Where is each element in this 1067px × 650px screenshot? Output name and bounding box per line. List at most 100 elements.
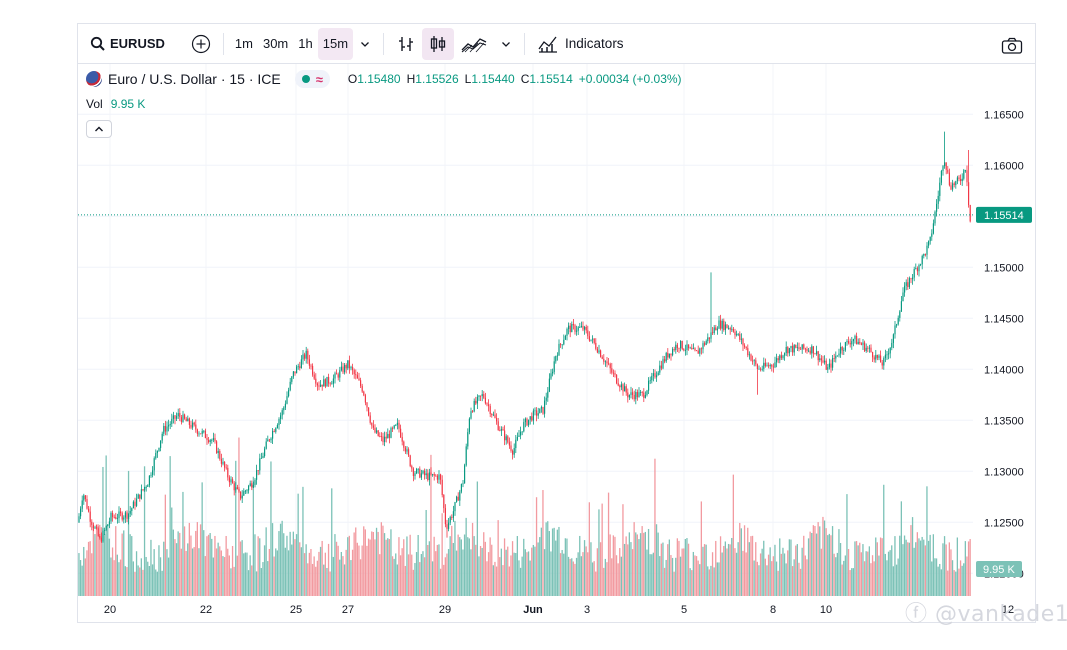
candle-body: [102, 530, 104, 542]
volume-bar: [230, 568, 232, 596]
candle-body: [606, 361, 608, 364]
volume-bar: [209, 533, 211, 596]
volume-bar: [91, 553, 93, 596]
candle-body: [382, 436, 384, 443]
candle-body: [873, 357, 875, 360]
volume-bar: [225, 535, 227, 596]
volume-bar: [247, 570, 250, 596]
volume-bar: [359, 559, 362, 596]
timeframe-1h[interactable]: 1h: [298, 36, 313, 51]
volume-bar: [329, 571, 331, 596]
candle-body: [126, 512, 128, 519]
volume-bar: [393, 558, 395, 596]
candle-body: [352, 366, 354, 371]
volume-bar: [548, 531, 550, 596]
volume-bar: [249, 555, 251, 596]
y-tick-label: 1.16000: [984, 160, 1024, 172]
candle-body: [568, 325, 570, 329]
volume-bar: [660, 543, 662, 596]
volume-bar: [481, 547, 483, 596]
snapshot-button[interactable]: [995, 30, 1029, 62]
volume-bar: [711, 552, 714, 596]
candle-body: [275, 428, 277, 432]
volume-bar: [379, 554, 381, 596]
volume-bar: [415, 552, 418, 596]
candle-body: [544, 400, 546, 414]
candle-body: [659, 365, 661, 373]
candle-body: [548, 378, 550, 392]
area-style-button[interactable]: [454, 28, 494, 60]
volume-bar: [937, 566, 939, 596]
volume-bar: [180, 548, 182, 596]
candle-body: [150, 474, 152, 476]
volume-bar: [505, 549, 507, 596]
volume-bar: [670, 555, 672, 596]
volume-bar: [278, 531, 280, 596]
timeframe-30m[interactable]: 30m: [262, 36, 289, 51]
chart-type-dropdown[interactable]: [494, 28, 518, 60]
timeframe-1m[interactable]: 1m: [234, 36, 253, 51]
indicators-button[interactable]: Indicators: [531, 28, 630, 60]
volume-bar: [859, 542, 861, 596]
chart-widget: 1.165001.160001.155001.150001.145001.140…: [77, 23, 1036, 623]
volume-bar: [755, 542, 757, 596]
timeframe-dropdown[interactable]: [353, 28, 377, 60]
volume-bar: [163, 541, 165, 596]
candle-body: [691, 347, 693, 350]
bar-style-button[interactable]: [390, 28, 422, 60]
timeframe-15m[interactable]: 15m: [317, 27, 354, 60]
market-status[interactable]: ≈: [294, 70, 330, 88]
volume-bar: [969, 539, 971, 596]
candle-body: [337, 374, 339, 378]
candle-body: [107, 524, 109, 527]
volume-bar: [694, 555, 696, 596]
candle-body: [724, 324, 726, 330]
open-value: 1.15480: [357, 72, 401, 86]
candle-body: [361, 385, 363, 392]
candle-body: [142, 489, 144, 491]
candle-body: [313, 374, 315, 379]
volume-bar: [887, 551, 890, 596]
candle-body: [811, 346, 813, 354]
candle-body: [174, 415, 176, 419]
candle-body: [820, 358, 822, 361]
volume-bar: [111, 547, 114, 596]
volume-bar: [183, 526, 186, 596]
volume-bar: [287, 550, 290, 596]
candles-style-button[interactable]: [422, 27, 455, 60]
candle-body: [587, 330, 589, 337]
volume-bar: [747, 527, 749, 596]
volume-bar: [871, 555, 874, 596]
price-chart[interactable]: 1.165001.160001.155001.150001.145001.140…: [78, 24, 1036, 623]
volume-bar: [735, 552, 738, 596]
candle-body: [792, 346, 794, 353]
candle-body: [384, 436, 386, 443]
candle-body: [756, 364, 758, 370]
volume-bar: [316, 560, 318, 596]
candle-body: [438, 474, 440, 480]
volume-bar: [177, 531, 179, 596]
symbol-search[interactable]: EURUSD: [84, 28, 171, 60]
candle-body: [478, 395, 480, 397]
volume-bar: [337, 545, 339, 596]
volume-bar: [739, 522, 741, 596]
volume-bar: [535, 497, 538, 596]
candle-body: [715, 327, 717, 331]
candle-body: [417, 468, 419, 470]
candle-body: [932, 223, 934, 234]
volume-bar: [239, 541, 242, 596]
candle-body: [550, 373, 552, 379]
candle-body: [635, 392, 637, 400]
candle-body: [496, 417, 498, 422]
compare-button[interactable]: [185, 28, 217, 60]
volume-bar: [484, 541, 486, 596]
collapse-legend-button[interactable]: [86, 120, 112, 138]
candle-body: [681, 340, 683, 350]
volume-bar: [97, 524, 99, 596]
volume-bar: [142, 569, 144, 596]
candle-body: [878, 355, 880, 358]
volume-bar: [940, 569, 942, 596]
volume-bar: [331, 488, 333, 596]
volume-bar: [585, 546, 587, 596]
volume-bar: [588, 502, 590, 596]
